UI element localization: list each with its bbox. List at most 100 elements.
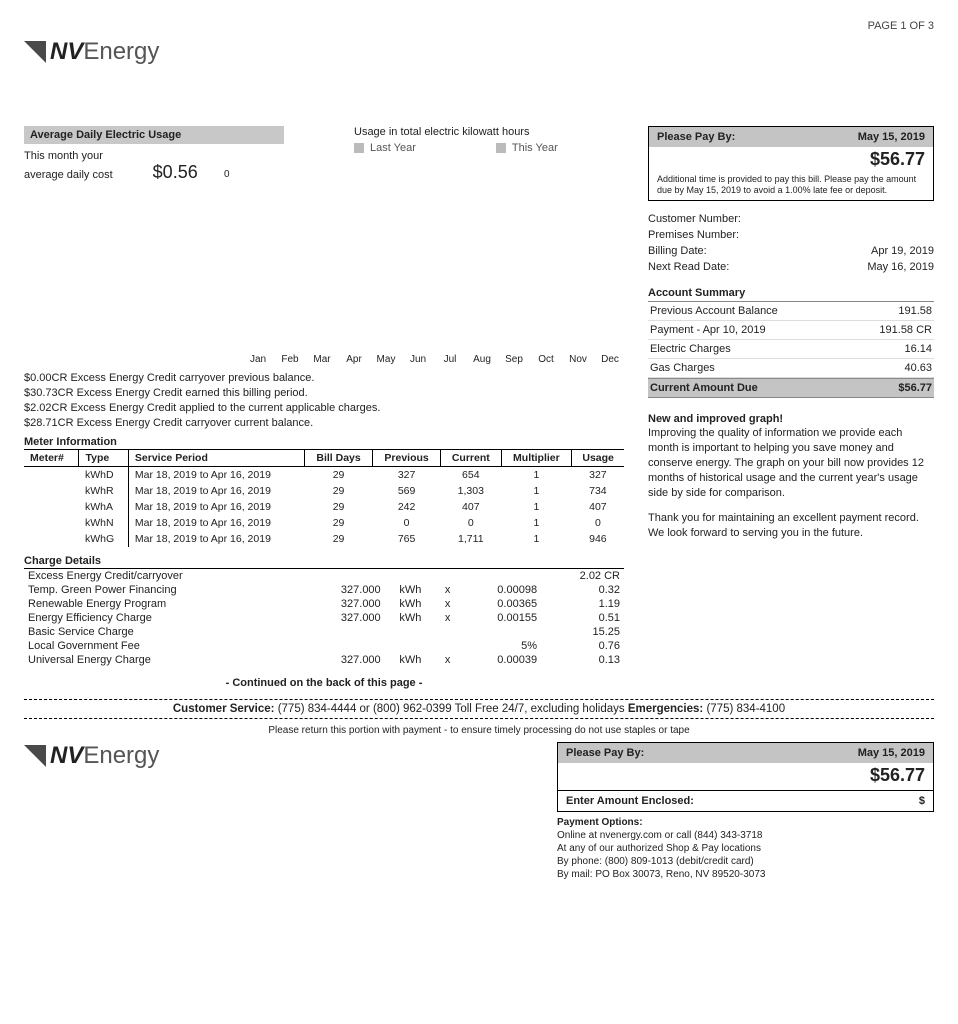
meter-cell: 1 xyxy=(501,531,572,547)
chart-month-label: Dec xyxy=(596,354,624,365)
avg-daily-cost: $0.56 xyxy=(153,162,198,183)
charge-cell: x xyxy=(436,597,459,611)
stub-pay-box: Please Pay By: May 15, 2019 $56.77 Enter… xyxy=(557,742,934,812)
charge-row: Renewable Energy Program327.000kWhx0.003… xyxy=(24,597,624,611)
charge-cell: 0.13 xyxy=(541,653,624,667)
meter-table: Meter#TypeService PeriodBill DaysPreviou… xyxy=(24,450,624,547)
summary-value: 191.58 CR xyxy=(879,324,932,336)
table-row: kWhRMar 18, 2019 to Apr 16, 2019295691,3… xyxy=(24,483,624,499)
meter-cell: kWhR xyxy=(79,483,128,499)
meter-cell: 1,303 xyxy=(441,483,501,499)
summary-row: Gas Charges40.63 xyxy=(648,359,934,378)
summary-row: Previous Account Balance 191.58 xyxy=(648,302,934,321)
charge-cell: 327.000 xyxy=(303,653,385,667)
payment-option-line: By phone: (800) 809-1013 (debit/credit c… xyxy=(557,855,934,868)
charge-cell: kWh xyxy=(385,611,436,625)
meter-col-header: Bill Days xyxy=(305,450,373,467)
meter-cell: kWhN xyxy=(79,515,128,531)
charge-cell: Temp. Green Power Financing xyxy=(24,583,303,597)
chart-month-label: Feb xyxy=(276,354,304,365)
pay-by-box: Please Pay By: May 15, 2019 $56.77 Addit… xyxy=(648,126,934,201)
new-graph-p2: Thank you for maintaining an excellent p… xyxy=(648,511,934,541)
avg-usage-line1: This month your xyxy=(24,150,294,162)
meter-cell: 1 xyxy=(501,499,572,515)
current-amount-due-row: Current Amount Due $56.77 xyxy=(648,378,934,398)
stub-pay-by-date: May 15, 2019 xyxy=(858,747,925,759)
billing-date-label: Billing Date: xyxy=(648,245,707,257)
meter-cell: kWhA xyxy=(79,499,128,515)
credit-line: $28.71CR Excess Energy Credit carryover … xyxy=(24,416,624,431)
meter-cell: 1 xyxy=(501,483,572,499)
table-row: kWhNMar 18, 2019 to Apr 16, 2019290010 xyxy=(24,515,624,531)
charge-cell: 1.19 xyxy=(541,597,624,611)
logo-triangle-icon xyxy=(24,41,46,63)
new-graph-title: New and improved graph! xyxy=(648,412,934,427)
continued-note: - Continued on the back of this page - xyxy=(24,677,624,689)
pay-by-date: May 15, 2019 xyxy=(858,131,925,143)
logo: NVEnergy xyxy=(24,38,934,66)
legend-this-year-label: This Year xyxy=(512,142,558,154)
usage-chart-title: Usage in total electric kilowatt hours xyxy=(354,126,624,138)
customer-number-label: Customer Number: xyxy=(648,213,741,225)
meter-cell: kWhG xyxy=(79,531,128,547)
meter-cell: Mar 18, 2019 to Apr 16, 2019 xyxy=(128,483,304,499)
charge-cell: x xyxy=(436,653,459,667)
current-amount-due-label: Current Amount Due xyxy=(650,382,758,394)
emergencies-label: Emergencies: xyxy=(628,703,703,715)
charge-row: Temp. Green Power Financing327.000kWhx0.… xyxy=(24,583,624,597)
charge-row: Universal Energy Charge327.000kWhx0.0003… xyxy=(24,653,624,667)
charge-cell: Local Government Fee xyxy=(24,639,303,653)
meter-cell: 327 xyxy=(373,467,441,484)
chart-month-label: Nov xyxy=(564,354,592,365)
charge-cell xyxy=(303,569,385,583)
charge-cell: Universal Energy Charge xyxy=(24,653,303,667)
chart-month-label: Jul xyxy=(436,354,464,365)
meter-col-header: Current xyxy=(441,450,501,467)
meter-cell: Mar 18, 2019 to Apr 16, 2019 xyxy=(128,467,304,484)
charge-cell: 15.25 xyxy=(541,625,624,639)
charge-table: Excess Energy Credit/carryover2.02 CRTem… xyxy=(24,569,624,667)
summary-row: Payment - Apr 10, 2019191.58 CR xyxy=(648,321,934,340)
meter-cell xyxy=(24,483,79,499)
logo-nv: NV xyxy=(50,38,83,65)
new-graph-message: New and improved graph! Improving the qu… xyxy=(648,412,934,541)
usage-chart: 0 JanFebMarAprMayJunJulAugSepOctNovDec xyxy=(24,183,624,365)
meter-cell: 29 xyxy=(305,467,373,484)
chart-month-label: Jan xyxy=(244,354,272,365)
logo-energy: Energy xyxy=(83,742,159,769)
payment-option-line: Online at nvenergy.com or call (844) 343… xyxy=(557,829,934,842)
logo-triangle-icon xyxy=(24,745,46,767)
charge-cell xyxy=(303,625,385,639)
legend-swatch-icon xyxy=(496,143,506,153)
chart-zero-label: 0 xyxy=(224,169,824,180)
meter-col-header: Meter# xyxy=(24,450,79,467)
charge-cell: x xyxy=(436,583,459,597)
charge-cell: kWh xyxy=(385,653,436,667)
credit-line: $30.73CR Excess Energy Credit earned thi… xyxy=(24,386,624,401)
chart-month-label: May xyxy=(372,354,400,365)
charge-cell xyxy=(436,625,459,639)
stub-pay-by-label: Please Pay By: xyxy=(566,747,644,759)
logo-text: NVEnergy xyxy=(50,742,159,770)
meter-cell: Mar 18, 2019 to Apr 16, 2019 xyxy=(128,515,304,531)
meter-cell: 765 xyxy=(373,531,441,547)
chart-month-label: Apr xyxy=(340,354,368,365)
charge-details-header: Charge Details xyxy=(24,555,624,569)
chart-month-label: Aug xyxy=(468,354,496,365)
summary-label: Gas Charges xyxy=(650,362,715,374)
customer-service-line: Customer Service: (775) 834-4444 or (800… xyxy=(24,699,934,719)
summary-value: 191.58 xyxy=(898,305,932,317)
charge-cell xyxy=(459,625,541,639)
summary-value: 16.14 xyxy=(904,343,932,355)
meter-cell: 29 xyxy=(305,499,373,515)
payment-options-title: Payment Options: xyxy=(557,816,934,829)
summary-label: Previous Account Balance xyxy=(650,305,778,317)
next-read-date: May 16, 2019 xyxy=(867,261,934,273)
meter-cell: kWhD xyxy=(79,467,128,484)
stub-pay-amount: $56.77 xyxy=(558,763,933,790)
meter-cell xyxy=(24,499,79,515)
chart-month-label: Oct xyxy=(532,354,560,365)
legend-this-year: This Year xyxy=(496,142,558,154)
charge-cell: Energy Efficiency Charge xyxy=(24,611,303,625)
charge-cell: 0.00155 xyxy=(459,611,541,625)
